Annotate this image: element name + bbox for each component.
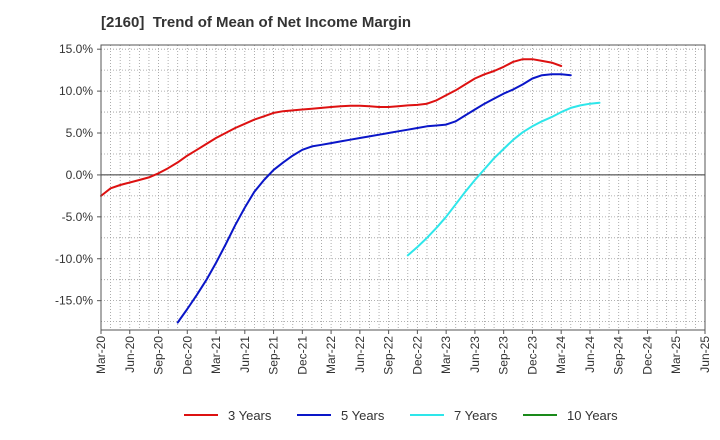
x-tick-label: Mar-21 <box>209 336 223 374</box>
series-line-3-years <box>100 58 563 197</box>
x-tick-label: Jun-21 <box>238 336 252 373</box>
chart-title: [2160] Trend of Mean of Net Income Margi… <box>101 14 412 31</box>
x-tick-label: Jun-24 <box>583 336 597 373</box>
y-tick-label: 10.0% <box>59 84 93 98</box>
legend-label: 10 Years <box>567 407 618 423</box>
x-tick-label: Mar-20 <box>94 336 108 374</box>
legend-swatch <box>410 414 444 416</box>
series-line-7-years <box>406 101 601 257</box>
x-tick-label: Mar-23 <box>439 336 453 374</box>
plot-frame <box>100 44 706 331</box>
y-tick-label: -15.0% <box>55 294 93 308</box>
legend-item-5-years: 5 Years <box>297 405 384 425</box>
x-tick-label: Sep-21 <box>267 336 281 375</box>
x-tick-label: Dec-22 <box>410 336 424 375</box>
y-tick-label: 15.0% <box>59 42 93 56</box>
axes: 15.0% 10.0% 5.0% 0.0% -5.0% -10.0% -15.0% Mar-2… <box>55 42 712 375</box>
y-tick-label: 5.0% <box>66 126 94 140</box>
y-tick-label: -5.0% <box>62 210 94 224</box>
legend-swatch <box>523 414 557 416</box>
x-tick-label: Dec-21 <box>295 336 309 375</box>
series-lines <box>100 58 601 324</box>
x-tick-label: Jun-25 <box>698 336 712 373</box>
series-line-5-years <box>176 73 572 324</box>
legend-item-10-years: 10 Years <box>523 405 618 425</box>
x-tick-label: Dec-23 <box>525 336 539 375</box>
y-tick-label: 0.0% <box>66 168 94 182</box>
x-tick-label: Sep-22 <box>382 336 396 375</box>
x-tick-label: Jun-20 <box>123 336 137 373</box>
x-tick-label: Dec-20 <box>180 336 194 375</box>
y-tick-label: -10.0% <box>55 252 93 266</box>
grid <box>100 45 706 330</box>
legend-item-3-years: 3 Years <box>184 405 271 425</box>
x-tick-label: Sep-20 <box>152 336 166 375</box>
legend-swatch <box>184 414 218 416</box>
x-tick-label: Mar-24 <box>554 336 568 374</box>
legend-item-7-years: 7 Years <box>410 405 497 425</box>
legend-label: 3 Years <box>228 407 272 423</box>
legend-swatch <box>297 414 331 416</box>
x-tick-label: Mar-25 <box>669 336 683 374</box>
x-tick-label: Jun-23 <box>468 336 482 373</box>
x-tick-label: Sep-23 <box>497 336 511 375</box>
x-tick-label: Sep-24 <box>612 336 626 375</box>
x-tick-label: Jun-22 <box>353 336 367 373</box>
legend-label: 7 Years <box>454 407 498 423</box>
x-tick-label: Mar-22 <box>324 336 338 374</box>
legend: 3 Years 5 Years 7 Years 10 Years <box>0 405 720 425</box>
x-tick-label: Dec-24 <box>640 336 654 375</box>
legend-label: 5 Years <box>341 407 385 423</box>
